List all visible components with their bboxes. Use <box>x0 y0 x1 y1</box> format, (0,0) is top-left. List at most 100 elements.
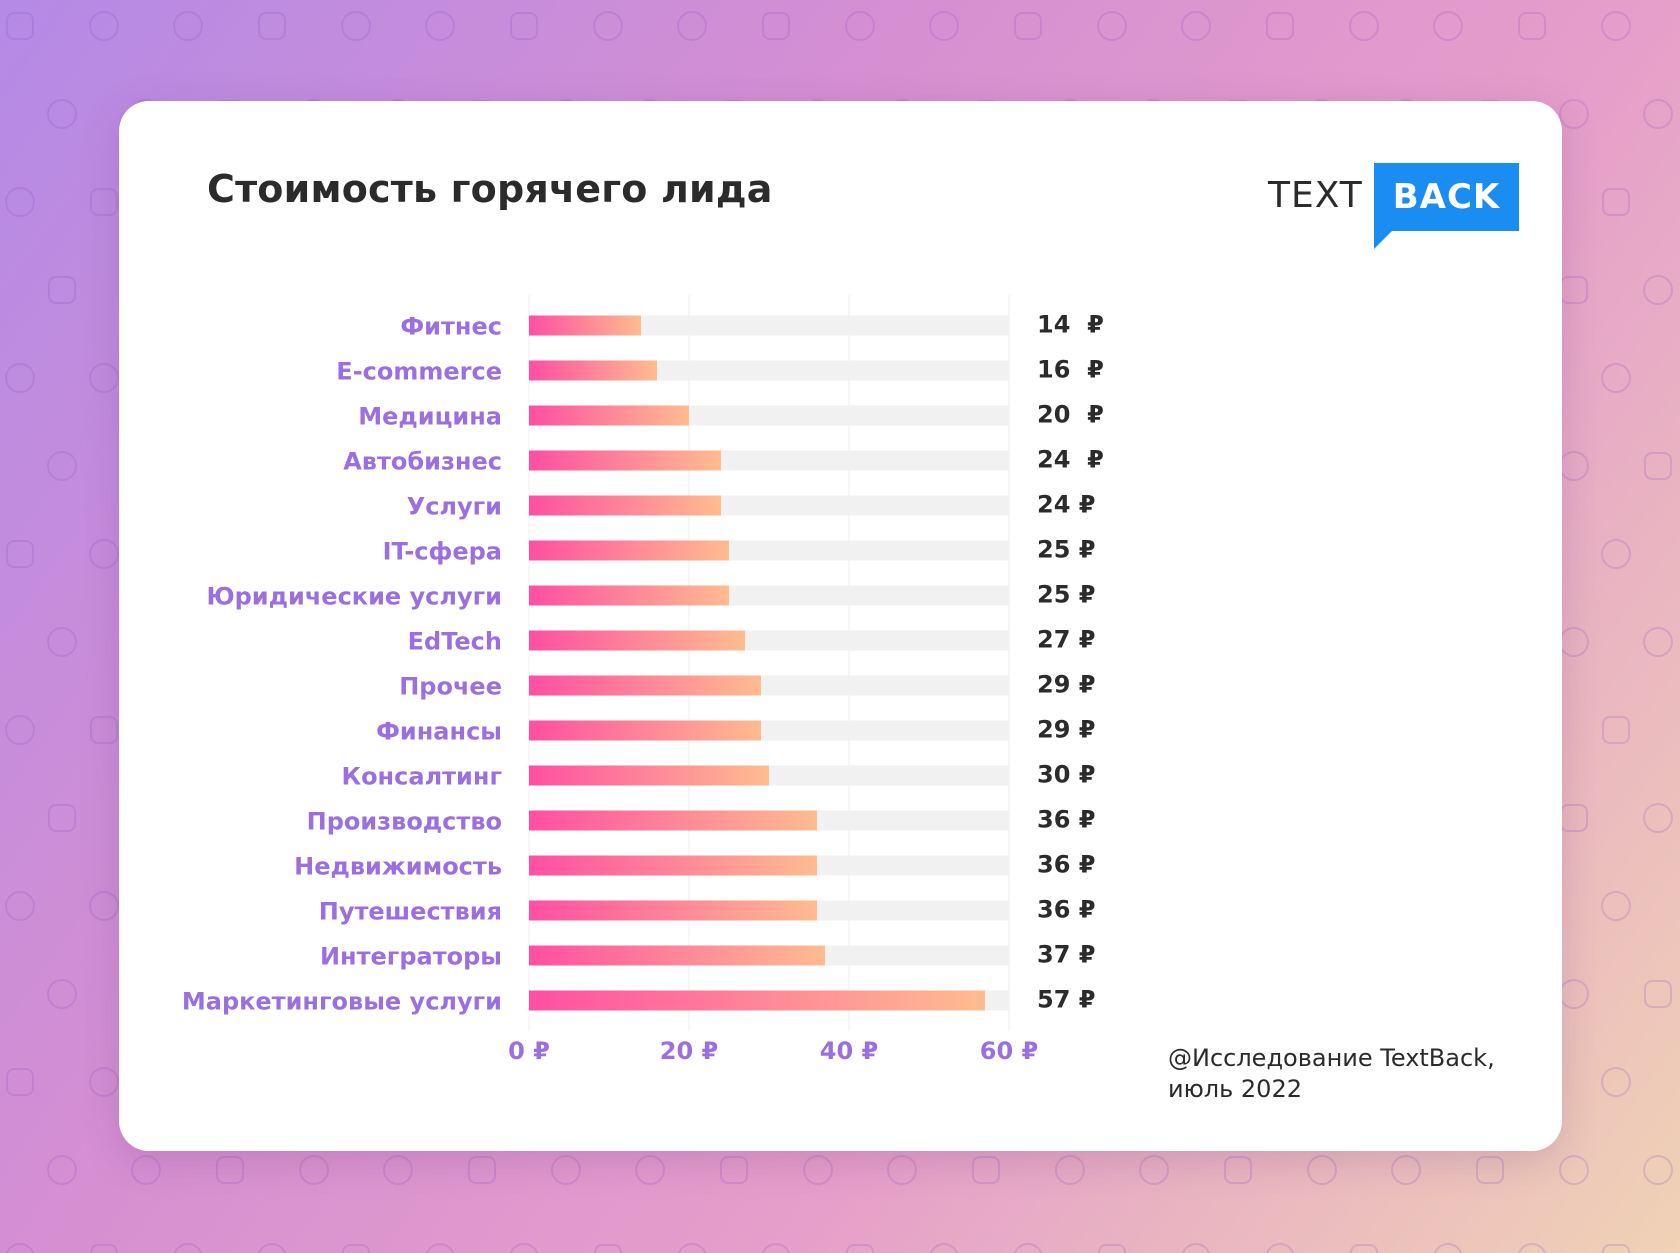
messenger-pattern-icon <box>1643 99 1673 129</box>
x-tick-label: 60 ₽ <box>980 1037 1038 1065</box>
messenger-pattern-icon <box>48 804 76 832</box>
messenger-pattern-icon <box>5 363 35 393</box>
messenger-pattern-icon <box>635 1155 665 1185</box>
value-label: 25 ₽ <box>1037 536 1095 564</box>
messenger-pattern-icon <box>803 1155 833 1185</box>
bar-2 <box>529 405 689 426</box>
messenger-pattern-icon <box>593 11 623 41</box>
messenger-pattern-icon <box>5 1243 35 1253</box>
messenger-pattern-icon <box>47 627 77 657</box>
category-label: Консалтинг <box>341 763 502 791</box>
messenger-pattern-icon <box>1224 1156 1252 1184</box>
messenger-pattern-icon <box>1098 1244 1126 1253</box>
bar-7 <box>529 630 745 651</box>
messenger-pattern-icon <box>1265 1243 1295 1253</box>
messenger-pattern-icon <box>468 1156 496 1184</box>
messenger-pattern-icon <box>5 891 35 921</box>
messenger-pattern-icon <box>47 99 77 129</box>
messenger-pattern-icon <box>1181 11 1211 41</box>
messenger-pattern-icon <box>509 1243 539 1253</box>
messenger-pattern-icon <box>173 11 203 41</box>
chart-title: Стоимость горячего лида <box>207 167 773 211</box>
messenger-pattern-icon <box>1601 363 1631 393</box>
messenger-pattern-icon <box>1560 804 1588 832</box>
category-label: EdTech <box>408 628 502 656</box>
messenger-pattern-icon <box>89 363 119 393</box>
textback-logo: TEXT BACK <box>1268 163 1528 251</box>
messenger-pattern-icon <box>1307 1155 1337 1185</box>
messenger-pattern-icon <box>510 12 538 40</box>
bar-5 <box>529 540 729 561</box>
value-label: 57 ₽ <box>1037 986 1095 1014</box>
messenger-pattern-icon <box>1559 99 1589 129</box>
messenger-pattern-icon <box>1518 12 1546 40</box>
messenger-pattern-icon <box>1349 11 1379 41</box>
messenger-pattern-icon <box>1350 1244 1378 1253</box>
bar-11 <box>529 810 817 831</box>
value-label: 20 ₽ <box>1037 401 1104 429</box>
messenger-pattern-icon <box>1433 1243 1463 1253</box>
messenger-pattern-icon <box>216 1156 244 1184</box>
messenger-pattern-icon <box>383 1155 413 1185</box>
source-line-2: июль 2022 <box>1168 1075 1302 1103</box>
value-label: 14 ₽ <box>1037 311 1104 339</box>
logo-box-part: BACK <box>1374 163 1519 231</box>
messenger-pattern-icon <box>1559 1155 1589 1185</box>
messenger-pattern-icon <box>761 1243 791 1253</box>
value-label: 37 ₽ <box>1037 941 1095 969</box>
value-label: 25 ₽ <box>1037 581 1095 609</box>
logo-speech-tail-icon <box>1374 231 1392 249</box>
category-label: Маркетинговые услуги <box>182 988 502 1016</box>
messenger-pattern-icon <box>1266 12 1294 40</box>
bar-1 <box>529 360 657 381</box>
bar-track <box>529 315 1009 336</box>
messenger-pattern-icon <box>1601 539 1631 569</box>
category-label: E-commerce <box>336 358 502 386</box>
messenger-pattern-icon <box>1643 803 1673 833</box>
messenger-pattern-icon <box>1643 275 1673 305</box>
messenger-pattern-icon <box>1433 11 1463 41</box>
messenger-pattern-icon <box>972 1156 1000 1184</box>
messenger-pattern-icon <box>89 539 119 569</box>
messenger-pattern-icon <box>89 11 119 41</box>
bar-0 <box>529 315 641 336</box>
messenger-pattern-icon <box>90 716 118 744</box>
category-label: Автобизнес <box>343 448 502 476</box>
messenger-pattern-icon <box>425 11 455 41</box>
messenger-pattern-icon <box>720 1156 748 1184</box>
x-axis-ticks: 0 ₽ 20 ₽ 40 ₽ 60 ₽ <box>508 1037 1038 1065</box>
messenger-pattern-icon <box>1559 979 1589 1009</box>
value-label: 24 ₽ <box>1037 446 1104 474</box>
messenger-pattern-icon <box>5 187 35 217</box>
messenger-pattern-icon <box>1559 627 1589 657</box>
bar-8 <box>529 675 761 696</box>
source-note: @Исследование TextBack, июль 2022 <box>1168 1043 1548 1105</box>
bar-9 <box>529 720 761 741</box>
messenger-pattern-icon <box>299 1155 329 1185</box>
messenger-pattern-icon <box>551 1155 581 1185</box>
messenger-pattern-icon <box>1602 716 1630 744</box>
grid-lines <box>528 295 1010 1031</box>
messenger-pattern-icon <box>677 11 707 41</box>
messenger-pattern-icon <box>1517 1243 1547 1253</box>
bar-13 <box>529 900 817 921</box>
messenger-pattern-icon <box>48 276 76 304</box>
messenger-pattern-icon <box>1602 188 1630 216</box>
messenger-pattern-icon <box>89 1067 119 1097</box>
bar-4 <box>529 495 721 516</box>
messenger-pattern-icon <box>6 1068 34 1096</box>
value-label: 27 ₽ <box>1037 626 1095 654</box>
category-labels: Фитнес E-commerce Медицина Автобизнес Услуги… <box>182 313 502 1016</box>
messenger-pattern-icon <box>1601 11 1631 41</box>
value-label: 16 ₽ <box>1037 356 1104 384</box>
messenger-pattern-icon <box>342 1244 370 1253</box>
messenger-pattern-icon <box>594 1244 622 1253</box>
value-label: 24 ₽ <box>1037 491 1095 519</box>
messenger-pattern-icon <box>929 11 959 41</box>
value-label: 36 ₽ <box>1037 851 1095 879</box>
logo-text-part: TEXT <box>1268 175 1363 216</box>
messenger-pattern-icon <box>762 12 790 40</box>
messenger-pattern-icon <box>47 1155 77 1185</box>
messenger-pattern-icon <box>425 1243 455 1253</box>
messenger-pattern-icon <box>173 1243 203 1253</box>
